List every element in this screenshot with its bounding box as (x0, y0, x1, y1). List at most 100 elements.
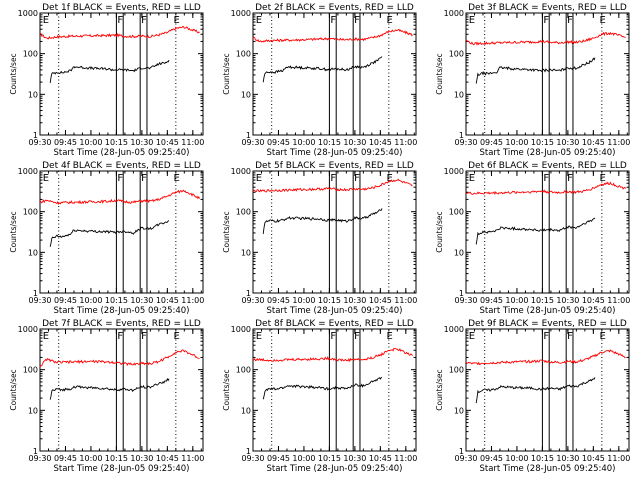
detector-panel: Det 9f BLACK = Events, RED = LLD 1 10 100 10… (435, 319, 630, 474)
lld-series-line (465, 349, 626, 366)
x-tick-label: 09:45 (54, 454, 77, 463)
x-tick-label: 11:00 (394, 296, 417, 305)
x-tick-label: 10:45 (156, 454, 179, 463)
x-tick-label: 09:30 (241, 138, 264, 147)
plot-frame (252, 328, 417, 452)
detector-panel: Det 1f BLACK = Events, RED = LLD 1 10 100 10… (9, 3, 204, 158)
x-tick-label: 10:45 (369, 454, 392, 463)
x-tick-label: 10:45 (582, 138, 605, 147)
interval-marker-label: F (141, 15, 147, 26)
x-axis-label: Start Time (28-Jun-05 09:25:40) (480, 464, 616, 474)
y-tick-label: 10 (454, 248, 464, 257)
interval-box (115, 12, 124, 136)
x-tick-label: 10:30 (343, 138, 366, 147)
y-axis-label: Counts/sec (222, 53, 231, 94)
x-tick-label: 10:00 (505, 138, 528, 147)
events-series-line (49, 377, 170, 400)
interval-marker-label: F (567, 331, 573, 342)
x-tick-label: 09:45 (267, 454, 290, 463)
events-series-line (49, 220, 170, 247)
panel-title: Det 1f BLACK = Events, RED = LLD (42, 3, 201, 13)
interval-box (565, 170, 574, 294)
interval-marker-label: E (469, 15, 475, 26)
y-tick-label: 100 (23, 208, 38, 217)
interval-box (352, 12, 361, 136)
interval-box (352, 170, 361, 294)
interval-marker-label: F (543, 173, 549, 184)
x-axis-label: Start Time (28-Jun-05 09:25:40) (480, 148, 616, 158)
x-tick-label: 10:15 (105, 296, 128, 305)
y-axis-label: Counts/sec (222, 211, 231, 252)
x-tick-label: 09:30 (241, 296, 264, 305)
x-tick-label: 10:15 (105, 454, 128, 463)
x-tick-label: 10:15 (318, 454, 341, 463)
interval-marker-label: E (386, 331, 392, 342)
x-tick-label: 10:45 (369, 138, 392, 147)
y-tick-label: 1000 (231, 325, 251, 334)
x-axis-label: Start Time (28-Jun-05 09:25:40) (54, 464, 190, 474)
interval-box (328, 12, 337, 136)
y-tick-label: 1000 (444, 325, 464, 334)
interval-marker-label: E (599, 173, 605, 184)
interval-box (541, 12, 550, 136)
interval-box (328, 328, 337, 452)
interval-box (565, 328, 574, 452)
x-tick-label: 10:45 (582, 296, 605, 305)
y-tick-label: 1000 (18, 325, 38, 334)
x-axis-label: Start Time (28-Jun-05 09:25:40) (267, 306, 403, 316)
interval-marker-label: F (330, 331, 336, 342)
interval-marker-label: E (469, 173, 475, 184)
x-tick-label: 10:45 (156, 296, 179, 305)
x-tick-label: 10:15 (318, 296, 341, 305)
y-tick-label: 100 (449, 50, 464, 59)
y-tick-label: 1 (246, 447, 251, 456)
y-tick-label: 1 (459, 447, 464, 456)
x-tick-label: 09:45 (480, 454, 503, 463)
x-tick-label: 10:45 (369, 296, 392, 305)
x-tick-label: 09:30 (28, 296, 51, 305)
y-tick-label: 1000 (231, 167, 251, 176)
y-tick-label: 1 (246, 289, 251, 298)
interval-marker-label: E (43, 15, 49, 26)
x-axis-label: Start Time (28-Jun-05 09:25:40) (267, 464, 403, 474)
interval-box (541, 170, 550, 294)
y-tick-label: 100 (236, 50, 251, 59)
y-axis-label: Counts/sec (435, 369, 444, 410)
interval-marker-label: E (386, 173, 392, 184)
detector-panel: Det 6f BLACK = Events, RED = LLD 1 10 100 10… (435, 161, 630, 316)
y-axis-label: Counts/sec (435, 53, 444, 94)
x-tick-label: 09:30 (28, 138, 51, 147)
y-tick-label: 1000 (444, 9, 464, 18)
y-tick-label: 10 (241, 90, 251, 99)
interval-marker-label: E (173, 331, 179, 342)
y-tick-label: 100 (449, 208, 464, 217)
x-tick-label: 10:15 (531, 454, 554, 463)
x-tick-label: 10:30 (343, 296, 366, 305)
detector-panel: Det 2f BLACK = Events, RED = LLD 1 10 100 10… (222, 3, 417, 158)
interval-marker-label: F (117, 173, 123, 184)
interval-marker-label: F (354, 173, 360, 184)
y-tick-label: 10 (28, 406, 38, 415)
interval-box (541, 328, 550, 452)
plot-frame (39, 12, 204, 136)
interval-marker-label: E (173, 173, 179, 184)
detector-panel: Det 8f BLACK = Events, RED = LLD 1 10 100 10… (222, 319, 417, 474)
y-tick-label: 1000 (18, 9, 38, 18)
y-tick-label: 1 (33, 289, 38, 298)
y-tick-label: 1 (459, 289, 464, 298)
detector-panel: Det 7f BLACK = Events, RED = LLD 1 10 100 10… (9, 319, 204, 474)
interval-box (565, 12, 574, 136)
x-tick-label: 10:15 (318, 138, 341, 147)
x-tick-label: 11:00 (181, 296, 204, 305)
y-tick-label: 100 (449, 366, 464, 375)
interval-marker-label: E (43, 331, 49, 342)
x-tick-label: 11:00 (607, 454, 630, 463)
x-tick-label: 09:45 (480, 138, 503, 147)
x-tick-label: 10:00 (292, 454, 315, 463)
interval-box (139, 170, 148, 294)
y-tick-label: 1000 (444, 167, 464, 176)
x-tick-label: 10:00 (292, 138, 315, 147)
y-tick-label: 10 (241, 248, 251, 257)
interval-box (352, 328, 361, 452)
interval-box (139, 12, 148, 136)
